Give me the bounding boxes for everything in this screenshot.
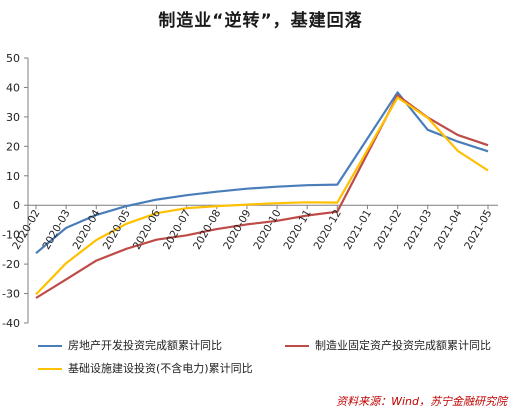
x-tick-label: 2020-05 [101, 208, 133, 252]
y-tick-label: 20 [6, 140, 20, 153]
x-tick-label: 2020-07 [161, 208, 193, 252]
x-tick-label: 2020-06 [131, 207, 163, 251]
x-tick-label: 2021-05 [462, 208, 494, 252]
legend-item-manufacturing: 制造业固定资产投资完成额累计同比 [285, 337, 491, 353]
series-line-0 [35, 91, 489, 255]
legend-swatch-manufacturing [285, 345, 309, 347]
legend-swatch-infrastructure [38, 368, 62, 370]
y-tick-label: -20 [2, 258, 20, 271]
y-tick-label: -40 [2, 317, 20, 330]
y-tick-label: 50 [6, 52, 20, 65]
y-tick-label: 40 [6, 81, 20, 94]
legend-item-infrastructure: 基础设施建设投资(不含电力)累计同比 [38, 360, 253, 376]
chart-series [35, 91, 489, 299]
y-tick-label: 0 [13, 199, 20, 212]
x-tick-label: 2020-10 [251, 208, 283, 252]
x-axis-labels: 2020-022020-032020-042020-052020-062020-… [10, 207, 494, 251]
chart-title: 制造业“逆转”，基建回落 [158, 11, 363, 31]
y-tick-label: -10 [2, 229, 20, 242]
y-tick-label: 30 [6, 111, 20, 124]
x-tick-label: 2020-11 [281, 208, 313, 252]
y-tick-label: 10 [6, 170, 20, 183]
x-tick-label: 2021-03 [402, 208, 434, 252]
series-line-1 [35, 94, 489, 299]
x-tick-label: 2020-09 [221, 208, 253, 252]
x-tick-label: 2020-04 [71, 207, 103, 251]
y-axis-labels: -40 -30 -20 -10 0 10 20 30 40 50 [2, 52, 20, 330]
x-tick-label: 2021-02 [372, 208, 404, 252]
y-tick-label: -30 [2, 288, 20, 301]
chart-axes [24, 57, 498, 324]
source-note: 资料来源：Wind，苏宁金融研究院 [336, 395, 507, 408]
legend-label-real-estate: 房地产开发投资完成额累计同比 [68, 339, 222, 352]
legend-label-infrastructure: 基础设施建设投资(不含电力)累计同比 [68, 362, 253, 375]
x-tick-label: 2021-01 [342, 208, 374, 252]
series-line-2 [35, 96, 489, 296]
legend-label-manufacturing: 制造业固定资产投资完成额累计同比 [315, 339, 491, 352]
legend-swatch-real-estate [38, 345, 62, 347]
x-tick-label: 2020-03 [40, 208, 72, 252]
x-tick-label: 2021-04 [432, 207, 464, 251]
legend-item-real-estate: 房地产开发投资完成额累计同比 [38, 337, 222, 353]
